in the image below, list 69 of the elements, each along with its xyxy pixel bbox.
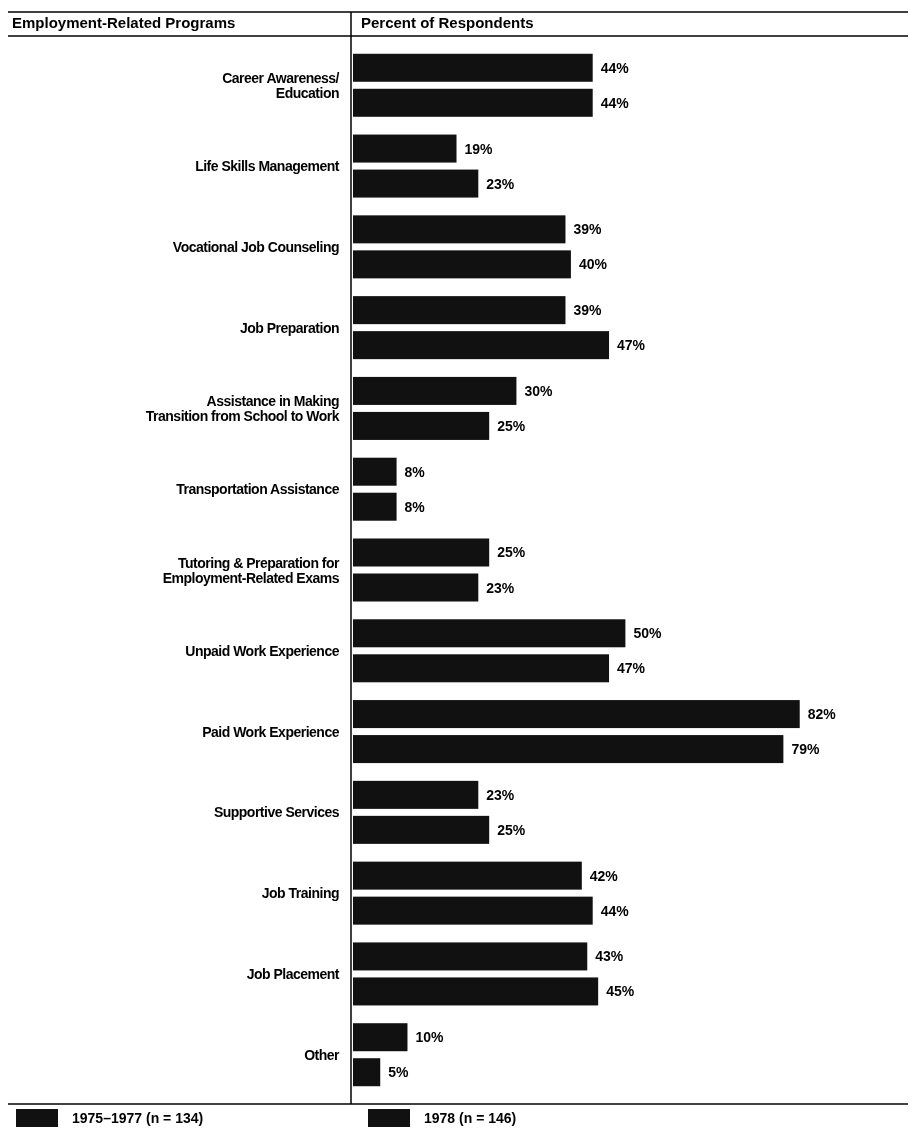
legend-label: 1975–1977 (n = 134): [72, 1110, 204, 1126]
y-tick-label: Paid Work Experience: [202, 723, 340, 740]
data-label: 82%: [807, 706, 837, 723]
data-label: 25%: [497, 544, 526, 561]
bar: [353, 88, 593, 117]
y-tick-label: Supportive Services: [213, 804, 340, 821]
data-label: 5%: [388, 1064, 410, 1081]
y-tick-label: Job Training: [261, 885, 339, 902]
data-label: 40%: [578, 256, 608, 273]
data-label: 39%: [573, 302, 603, 319]
y-tick-label: Assistance in Making Transition from School to Work: [145, 392, 340, 424]
y-tick-label: Job Placement: [246, 965, 340, 982]
y-tick-label: Life Skills Management: [195, 158, 340, 175]
bar: [353, 780, 479, 809]
data-label: 44%: [600, 59, 630, 76]
bar: [353, 815, 490, 844]
y-tick-label: Unpaid Work Experience: [185, 642, 340, 659]
bar: [353, 654, 610, 683]
bar: [353, 411, 490, 440]
bar: [353, 977, 599, 1006]
y-tick-label: Transportation Assistance: [176, 481, 340, 498]
bar: [353, 250, 571, 279]
bar: [353, 538, 490, 567]
data-label: 8%: [404, 463, 426, 480]
bar: [353, 296, 566, 325]
bar: [353, 215, 566, 244]
data-label: 79%: [791, 741, 820, 758]
data-label: 47%: [617, 660, 646, 677]
data-label: 44%: [600, 902, 630, 919]
bar: [353, 134, 457, 163]
data-label: 43%: [595, 948, 624, 965]
data-label: 19%: [464, 140, 494, 157]
data-label: 47%: [617, 337, 646, 354]
bar: [353, 457, 397, 486]
y-tick-label: Job Preparation: [239, 319, 339, 336]
data-label: 8%: [404, 498, 426, 515]
y-tick-label: Vocational Job Counseling: [172, 238, 339, 255]
bar: [353, 376, 517, 405]
data-label: 10%: [415, 1029, 445, 1046]
bar: [353, 1058, 381, 1087]
data-label: 45%: [606, 983, 635, 1000]
data-label: 42%: [589, 867, 619, 884]
bar: [353, 942, 588, 971]
data-label: 23%: [486, 579, 515, 596]
legend-label: 1978 (n = 146): [424, 1110, 517, 1126]
data-label: 44%: [600, 94, 630, 111]
y-tick-label: Tutoring & Preparation for Employment-Related Exams: [162, 554, 341, 586]
data-label: 23%: [486, 786, 515, 803]
bar: [353, 53, 593, 82]
bar: [353, 619, 626, 648]
bar: [353, 735, 784, 764]
bar: [353, 896, 593, 925]
bar: [353, 861, 582, 890]
bar: [353, 169, 479, 198]
bar: [353, 573, 479, 602]
bar: [353, 1023, 408, 1052]
y-tick-label: Other: [304, 1046, 341, 1063]
data-label: 25%: [497, 417, 526, 434]
y-axis-title: Employment-Related Programs: [12, 14, 236, 31]
x-axis-title: Percent of Respondents: [361, 14, 534, 31]
bar: [353, 492, 397, 521]
data-label: 23%: [486, 175, 515, 192]
bar: [353, 331, 610, 360]
data-label: 30%: [524, 382, 554, 399]
data-label: 25%: [497, 821, 526, 838]
y-tick-label: Career Awareness/ Education: [222, 69, 340, 101]
bar: [353, 700, 800, 729]
data-label: 39%: [573, 221, 603, 238]
data-label: 50%: [633, 625, 662, 642]
